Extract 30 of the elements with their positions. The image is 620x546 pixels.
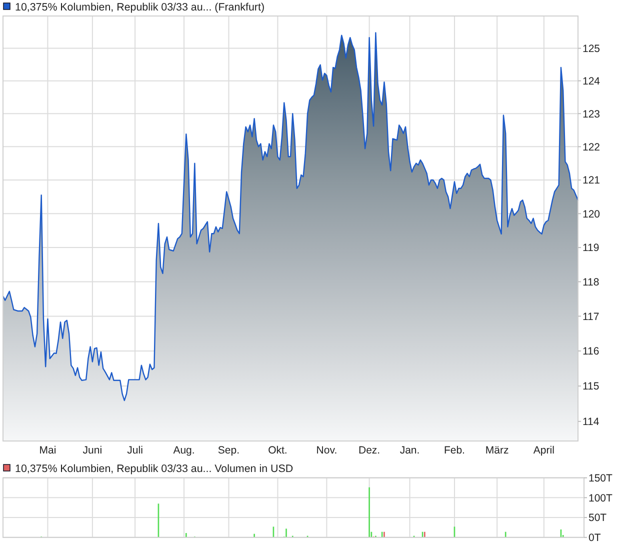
x-tick-label: Sep. xyxy=(218,444,240,456)
y-tick-label: 124 xyxy=(582,75,600,88)
x-tick-label: Okt. xyxy=(268,444,288,456)
x-tick-label: April xyxy=(533,444,554,456)
y-tick-label: 150T xyxy=(588,472,614,484)
y-tick-label: 50T xyxy=(588,512,608,524)
y-tick-label: 117 xyxy=(582,310,600,323)
x-tick-label: Dez. xyxy=(358,444,380,456)
y-tick-label: 116 xyxy=(582,346,600,358)
y-tick-label: 122 xyxy=(582,141,600,154)
y-tick-label: 115 xyxy=(582,380,600,393)
y-tick-label: 119 xyxy=(582,242,600,254)
x-tick-label: Aug. xyxy=(173,444,195,456)
legend-label: 10,375% Kolumbien, Republik 03/33 au... Volumen in USD xyxy=(15,463,294,475)
x-tick-label: Juni xyxy=(82,444,102,456)
y-tick-label: 121 xyxy=(582,174,600,187)
x-tick-label: März xyxy=(485,444,509,456)
y-tick-label: 0T xyxy=(588,532,602,544)
x-tick-label: Nov. xyxy=(316,444,338,456)
legend-label: 10,375% Kolumbien, Republik 03/33 au... (Frankfurt) xyxy=(15,2,265,14)
y-tick-label: 118 xyxy=(582,276,600,288)
x-tick-label: Feb. xyxy=(444,444,465,456)
x-tick-label: Mai xyxy=(39,444,56,456)
y-tick-label: 100T xyxy=(588,492,614,504)
x-tick-label: Juli xyxy=(127,444,143,456)
y-tick-label: 114 xyxy=(582,416,600,428)
x-tick-label: Jan. xyxy=(400,444,420,456)
y-tick-label: 125 xyxy=(582,42,600,55)
y-tick-label: 120 xyxy=(582,208,600,220)
y-tick-label: 123 xyxy=(582,108,600,120)
